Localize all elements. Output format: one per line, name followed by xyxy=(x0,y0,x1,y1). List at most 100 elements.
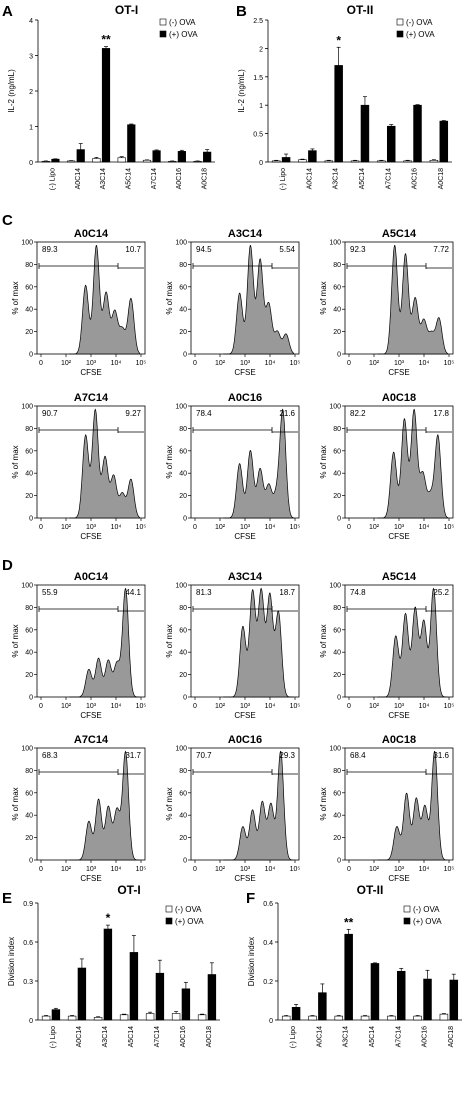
x-tick-label: 10⁴ xyxy=(419,360,430,367)
y-tick-label: 20 xyxy=(179,835,187,842)
bar-plus-ova xyxy=(203,151,212,163)
x-tick-label: A0C16 xyxy=(180,1026,187,1048)
legend-label-minus: (-) OVA xyxy=(169,18,196,27)
y-tick-label: 80 xyxy=(25,262,33,269)
x-tick-label: A5C14 xyxy=(359,168,366,190)
histogram-grid-d: D A0C14 0 20 40 60 80 100 0 10² 10³ 10⁴ 10⁵ CFSE % of … xyxy=(2,557,454,883)
histogram-title: A3C14 xyxy=(228,228,263,240)
histogram-a0c14: A0C14 0 20 40 60 80 100 0 10² 10³ 10⁴ 10⁵ CFSE % of m… xyxy=(11,228,146,377)
histogram-grid-c: C A0C14 0 20 40 60 80 100 0 10² 10³ 10⁴ 10⁵ CFSE % of … xyxy=(2,212,454,541)
bar-plus-ova xyxy=(370,963,380,1021)
x-tick-label: 10⁴ xyxy=(419,866,430,873)
y-tick-label: 0.5 xyxy=(253,132,263,139)
histogram-title: A0C18 xyxy=(382,734,416,746)
legend-swatch-minus xyxy=(159,18,167,26)
x-tick-label: 10⁵ xyxy=(444,703,455,710)
y-tick-label: 20 xyxy=(333,493,341,500)
y-tick-label: 100 xyxy=(329,746,341,753)
legend-swatch-plus xyxy=(396,30,404,38)
x-tick-label: 0 xyxy=(193,524,197,531)
x-tick-label: 10³ xyxy=(86,360,97,367)
histogram-title: A0C16 xyxy=(228,734,262,746)
gate-right-percent: 10.7 xyxy=(125,245,141,254)
y-tick-label: 80 xyxy=(179,426,187,433)
legend-swatch-minus xyxy=(165,905,173,913)
histogram-curve xyxy=(377,587,448,698)
histogram-curve xyxy=(223,750,294,861)
y-tick-label: 100 xyxy=(21,583,33,590)
x-tick-label: 10² xyxy=(369,703,380,710)
y-axis-label: Division index xyxy=(247,937,256,986)
x-tick-label: 0 xyxy=(39,524,43,531)
x-tick-label: 0 xyxy=(347,703,351,710)
gate-left-percent: 82.2 xyxy=(350,409,366,418)
legend-label-plus: (+) OVA xyxy=(175,917,204,926)
x-tick-label: A0C14 xyxy=(306,168,313,190)
y-axis-label: % of max xyxy=(11,445,20,478)
y-tick-label: 40 xyxy=(25,650,33,657)
y-tick-label: 40 xyxy=(25,471,33,478)
y-tick-label: 0.9 xyxy=(23,901,33,908)
y-axis-label: % of max xyxy=(319,445,328,478)
bar-plus-ova xyxy=(127,124,136,163)
y-tick-label: 40 xyxy=(179,813,187,820)
y-tick-label: 60 xyxy=(179,627,187,634)
bar-minus-ova xyxy=(377,160,386,163)
histogram-a0c14: A0C14 0 20 40 60 80 100 0 10² 10³ 10⁴ 10⁵ CFSE % of m… xyxy=(11,571,146,720)
x-tick-label: 10³ xyxy=(240,360,251,367)
y-tick-label: 40 xyxy=(179,307,187,314)
legend: (-) OVA (+) OVA xyxy=(396,18,435,39)
bar-minus-ova xyxy=(197,1014,207,1021)
x-tick-label: A0C14 xyxy=(316,1026,323,1048)
histogram-a5c14: A5C14 0 20 40 60 80 100 0 10² 10³ 10⁴ 10⁵ CFSE % of m… xyxy=(319,228,454,377)
y-tick-label: 40 xyxy=(333,813,341,820)
x-axis-label: CFSE xyxy=(388,874,409,883)
legend-swatch-minus xyxy=(396,18,404,26)
x-tick-label: A3C14 xyxy=(102,1026,109,1048)
y-tick-label: 60 xyxy=(25,448,33,455)
y-tick-label: 2 xyxy=(259,46,263,53)
y-tick-label: 2.5 xyxy=(253,18,263,25)
y-tick-label: 40 xyxy=(333,471,341,478)
y-tick-label: 40 xyxy=(25,307,33,314)
x-tick-label: 10² xyxy=(61,524,72,531)
y-tick-label: 4 xyxy=(29,18,33,25)
y-tick-label: 2 xyxy=(29,89,33,96)
x-tick-label: 10² xyxy=(215,524,226,531)
x-tick-label: 10⁵ xyxy=(444,524,455,531)
y-tick-label: 100 xyxy=(175,746,187,753)
gate-left-percent: 94.5 xyxy=(196,245,212,254)
bar-plus-ova xyxy=(152,150,161,163)
y-axis-label: % of max xyxy=(11,281,20,314)
y-tick-label: 100 xyxy=(175,583,187,590)
histogram-title: A5C14 xyxy=(382,228,417,240)
y-tick-label: 0 xyxy=(183,516,187,523)
x-tick-label: A7C14 xyxy=(154,1026,161,1048)
bar-minus-ova xyxy=(67,1015,77,1021)
x-axis-label: CFSE xyxy=(234,368,255,377)
gate-left-percent: 81.3 xyxy=(196,588,212,597)
x-axis-label: CFSE xyxy=(80,532,101,541)
gate-left-percent: 55.9 xyxy=(42,588,58,597)
y-tick-label: 40 xyxy=(333,307,341,314)
y-tick-label: 20 xyxy=(179,672,187,679)
legend-label-plus: (+) OVA xyxy=(169,30,198,39)
x-axis-label: CFSE xyxy=(80,874,101,883)
y-axis-label: % of max xyxy=(165,624,174,657)
gate-right-percent: 18.7 xyxy=(279,588,295,597)
x-tick-label: 10⁴ xyxy=(265,524,276,531)
x-tick-label: (-) Lipo xyxy=(290,1026,297,1048)
x-tick-label: 10³ xyxy=(394,866,405,873)
gate-right-percent: 21.6 xyxy=(279,409,295,418)
x-tick-label: 10³ xyxy=(240,703,251,710)
x-axis-label: CFSE xyxy=(234,532,255,541)
bar-minus-ova xyxy=(93,1017,103,1021)
x-tick-label: 10⁴ xyxy=(111,866,122,873)
panel-letter-b: B xyxy=(236,3,247,20)
panel-letter-f: F xyxy=(246,890,255,907)
y-tick-label: 80 xyxy=(25,605,33,612)
bar-plus-ova xyxy=(155,972,165,1021)
x-tick-label: A7C14 xyxy=(395,1026,402,1048)
